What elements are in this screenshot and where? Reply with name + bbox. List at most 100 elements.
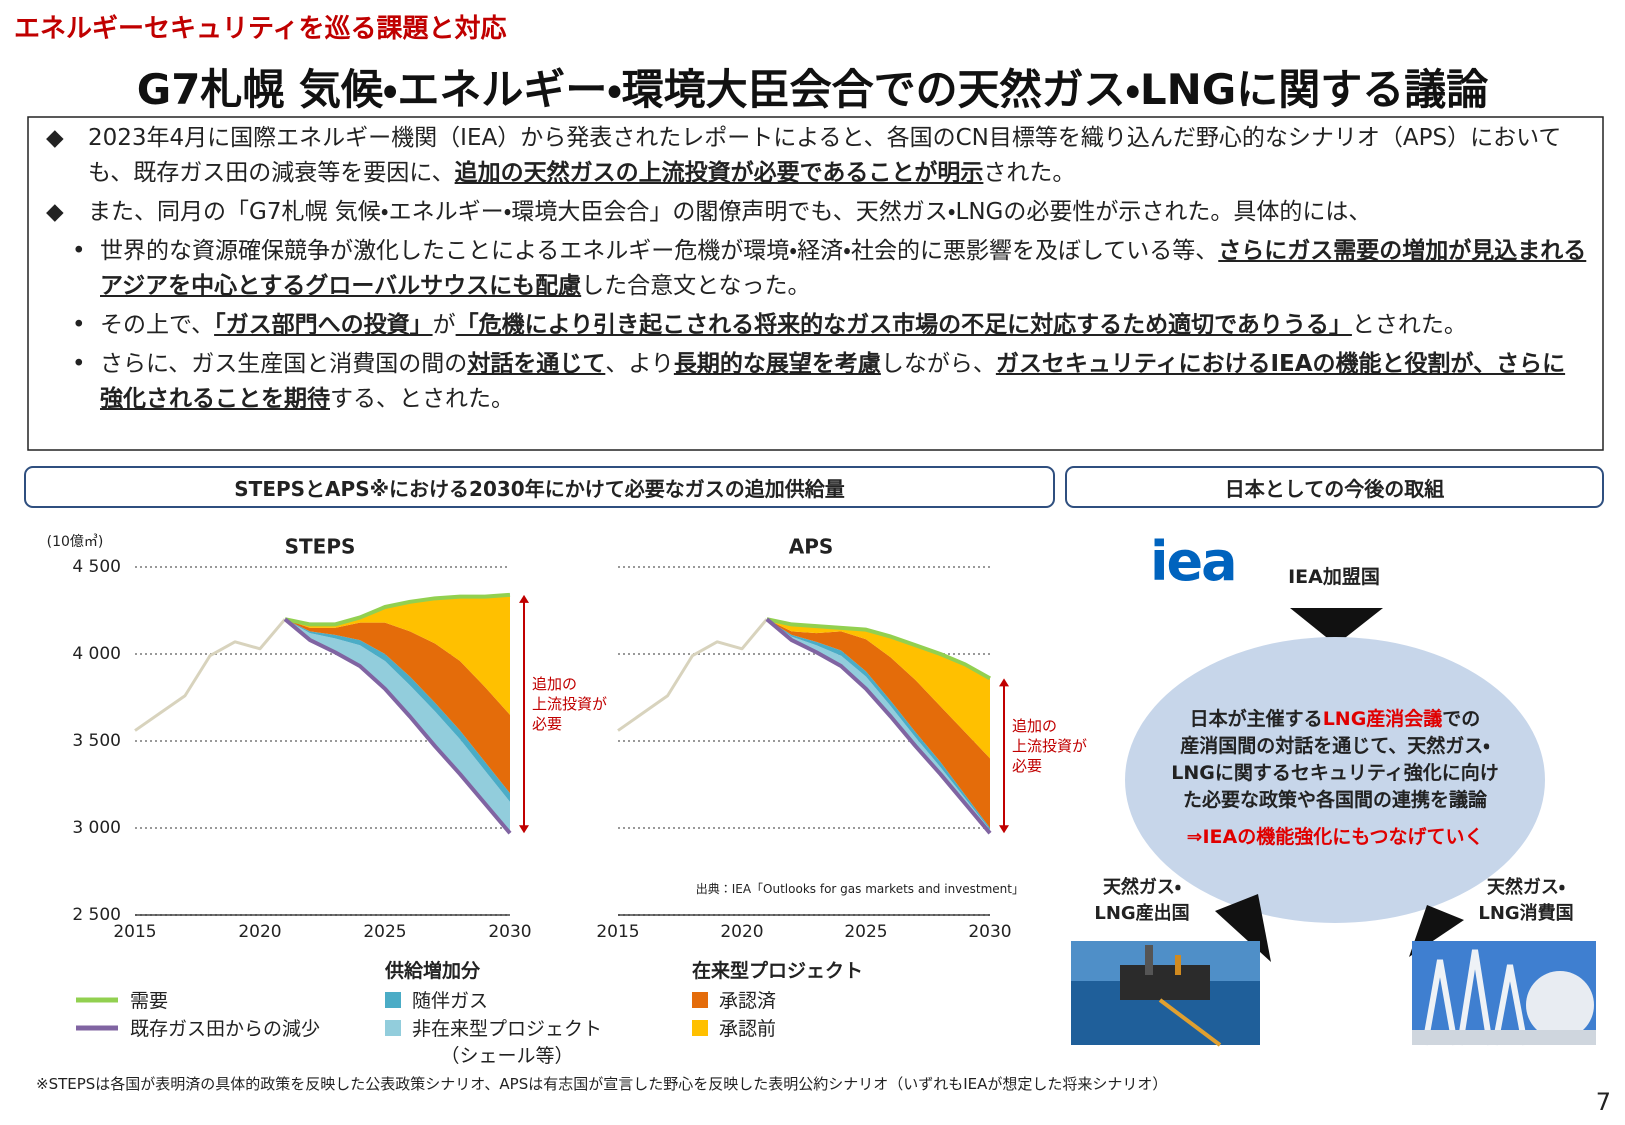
rig-bridge xyxy=(1158,998,1222,1047)
y-tick-label: 3 000 xyxy=(72,818,121,838)
chart-title: APS xyxy=(789,535,834,559)
towers xyxy=(1422,949,1528,1046)
rig-tower xyxy=(1145,945,1153,975)
section-box xyxy=(1065,466,1604,508)
legend-swatch xyxy=(385,1020,401,1036)
x-tick-label: 2030 xyxy=(968,922,1011,942)
bullet-text: が xyxy=(432,312,456,338)
y-tick-label: 4 500 xyxy=(72,557,121,577)
arrow-head xyxy=(519,594,529,603)
bullet-item: • さらに、ガス生産国と消費国の間の対話を通じて、より長期的な展望を考慮しながら、… xyxy=(28,347,1588,417)
consumer-photo xyxy=(1412,941,1596,1046)
legend-label: 承認前 xyxy=(719,1018,777,1040)
section-title: STEPSとAPS※における2030年にかけて必要なガスの追加供給量 xyxy=(234,477,845,501)
legend-label: 需要 xyxy=(130,990,169,1012)
tank xyxy=(1526,971,1594,1039)
section-title: 日本としての今後の取組 xyxy=(1224,477,1445,501)
x-tick-label: 2020 xyxy=(238,922,281,942)
x-tick-label: 2015 xyxy=(596,922,639,942)
series-line xyxy=(766,617,991,681)
source-note: 出典：IEA「Outlooks for gas markets and inve… xyxy=(695,882,1024,896)
bullet-text: また、同月の「G7札幌 気候・エネルギー・環境大臣会合」の閣僚声明でも、天然ガス… xyxy=(88,199,1372,225)
y-tick-label: 4 000 xyxy=(72,644,121,664)
rig xyxy=(1120,965,1210,1000)
bullet-text: 対話を通じて xyxy=(467,351,606,377)
bullet-marker: ◆ xyxy=(46,125,64,151)
series-line xyxy=(283,617,512,835)
legend-heading: 在来型プロジェクト xyxy=(692,960,864,982)
bullet-marker: ◆ xyxy=(46,199,64,225)
footnote: ※STEPSは各国が表明済の具体的政策を反映した公表政策シナリオ、APSは有志国… xyxy=(36,1075,1168,1093)
iea-logo: iea xyxy=(1150,530,1238,593)
bullet-text: 2023年4月に国際エネルギー機関（IEA）から発表されたレポートによると、各国… xyxy=(88,125,1562,186)
stacked-area xyxy=(766,619,990,759)
bullet-marker: • xyxy=(72,238,86,264)
x-tick-label: 2030 xyxy=(488,922,531,942)
bullet-text: された。 xyxy=(983,160,1076,186)
bullet-item: ◆ 2023年4月に国際エネルギー機関（IEA）から発表されたレポートによると、各… xyxy=(28,121,1588,191)
bullet-text: する、とされた。 xyxy=(330,386,514,412)
producer-photo xyxy=(1071,941,1260,1047)
message-line: LNGに関するセキュリティ強化に向け xyxy=(1135,760,1535,787)
dialogue-bubble xyxy=(1125,637,1545,923)
bullet-text: とされた。 xyxy=(1351,312,1467,338)
x-tick-label: 2025 xyxy=(844,922,887,942)
bullet-text: 、より xyxy=(605,351,674,377)
slide-title: G7札幌 気候・エネルギー・環境大臣会合での天然ガス・LNGに関する議論 xyxy=(136,65,1489,114)
bullet-text: 長期的な展望を考慮 xyxy=(673,351,881,377)
bullet-item: • 世界的な資源確保競争が激化したことによるエネルギー危機が環境・経済・社会的に悪… xyxy=(28,234,1588,304)
message-line: ⇒IEAの機能強化にもつなげていく xyxy=(1135,824,1535,851)
legend-swatch xyxy=(692,1020,708,1036)
y-tick-label: 3 500 xyxy=(72,731,121,751)
bullet-text: 「ガス部門への投資」 xyxy=(214,312,433,338)
message-text: た必要な政策や各国間の連携を議論 xyxy=(1182,789,1487,811)
legend-label: 既存ガス田からの減少 xyxy=(130,1018,321,1040)
category-title: エネルギーセキュリティを巡る課題と対応 xyxy=(14,14,507,44)
series-line xyxy=(765,617,992,835)
series-line xyxy=(617,618,768,732)
legend-label: 非在来型プロジェクト （シェール等） xyxy=(412,1018,603,1067)
bullet-marker: • xyxy=(72,351,86,377)
ground xyxy=(1412,1030,1596,1045)
bullet-marker: • xyxy=(72,312,86,338)
rig-crane xyxy=(1175,955,1181,975)
message-text: LNG産消会議 xyxy=(1322,708,1443,730)
page-number: 7 xyxy=(1595,1088,1611,1116)
summary-box xyxy=(27,116,1604,451)
annotation: 追加の 上流投資が 必要 xyxy=(532,675,608,734)
bullet-item: • その上で、「ガス部門への投資」が「危機により引き起こされる将来的なガス市場の不… xyxy=(28,308,1588,343)
bullet-item: ◆ また、同月の「G7札幌 気候・エネルギー・環境大臣会合」の閣僚声明でも、天然ガ… xyxy=(28,195,1588,230)
bullet-text: さらに、ガス生産国と消費国の間の xyxy=(100,351,468,377)
x-tick-label: 2015 xyxy=(113,922,156,942)
bullet-text: しながら、 xyxy=(880,351,996,377)
message-text: 日本が主催する xyxy=(1189,708,1323,730)
arrow-head xyxy=(519,825,529,834)
legend-heading: 供給増加分 xyxy=(385,960,481,982)
consumer-label: 天然ガス・ LNG消費国 xyxy=(1478,877,1574,924)
message-line: 日本が主催するLNG産消会議での xyxy=(1135,706,1535,733)
bullet-text: 追加の天然ガスの上流投資が必要であることが明示 xyxy=(454,160,984,186)
arrow-head xyxy=(999,678,1009,687)
message-line: た必要な政策や各国間の連携を議論 xyxy=(1135,787,1535,814)
annotation: 追加の 上流投資が 必要 xyxy=(1012,716,1088,775)
stacked-area xyxy=(766,619,990,828)
stacked-area xyxy=(285,619,510,794)
y-axis-label: (10億㎥) xyxy=(47,534,104,550)
y-tick-label: 2 500 xyxy=(72,905,121,925)
series-line xyxy=(284,592,511,627)
producer-label: 天然ガス・ LNG産出国 xyxy=(1094,877,1190,924)
bullet-text: した合意文となった。 xyxy=(581,273,811,299)
member-label: IEA加盟国 xyxy=(1288,566,1380,588)
message-text: LNGに関するセキュリティ強化に向け xyxy=(1171,762,1499,784)
message-line: 産消国間の対話を通じて、天然ガス・ xyxy=(1135,733,1535,760)
bullet-text: さらにガス需要の増加が見込まれるアジアを中心とするグローバルサウスにも配慮 xyxy=(100,238,1587,299)
bullet-text: 「危機により引き起こされる将来的なガス市場の不足に対応するため適切でありうる」 xyxy=(455,312,1352,338)
pointer-triangle xyxy=(1290,608,1383,645)
legend-swatch xyxy=(692,992,708,1008)
legend-swatch xyxy=(385,992,401,1008)
chart-title: STEPS xyxy=(285,535,356,559)
x-tick-label: 2025 xyxy=(363,922,406,942)
summary: ◆ 2023年4月に国際エネルギー機関（IEA）から発表されたレポートによると、各… xyxy=(28,121,1588,421)
